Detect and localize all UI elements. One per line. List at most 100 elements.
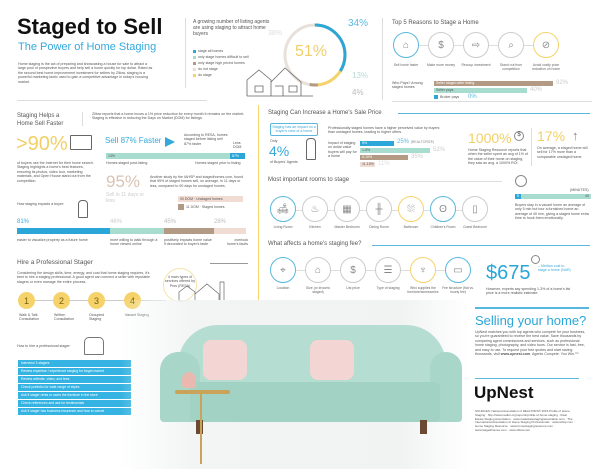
intro-text: Home staging is the act of preparing and… [18, 62, 153, 84]
column-divider [258, 105, 259, 315]
how-to-hire-label: How to hire a professional stager: [17, 344, 71, 348]
legend-swatch [193, 49, 196, 53]
flower-vase [182, 372, 196, 388]
cash-icon: ▭ [445, 257, 471, 283]
bathroom-icon: ⛆ [398, 196, 424, 222]
sell-divider [475, 307, 589, 309]
who-pays-value: 0% [468, 94, 477, 100]
tip-item: Ask if stager rents or owns the furnitur… [18, 392, 131, 399]
dom-bar-unstaged: 90 DOM · Unstaged homes [178, 196, 243, 202]
donut-label-34: 34% [348, 18, 369, 29]
tip-item: Check portfolio for wide range of styles [18, 384, 131, 391]
tip-item: Review expertise / experience staging fo… [18, 368, 131, 375]
stat-17-text: On average, a staged home will sell for … [537, 146, 588, 159]
dom-label: Unstaged homes [196, 197, 223, 201]
coins-icon: $ [514, 131, 524, 141]
tip-item: Review website, video, and fees [18, 376, 131, 383]
reason-label: Recoup investment [461, 63, 491, 67]
fee-title: What affects a home's staging fee? [268, 241, 362, 247]
stat-90: >90% [16, 133, 68, 155]
buyer-person-icon [78, 200, 88, 218]
price-bar-value: 25% (REALTORS®) [397, 139, 434, 145]
room-label: Bathroom [403, 225, 419, 229]
room-label: Kitchen [309, 225, 321, 229]
who-pays-bar-seller-after: Seller staged after listing [434, 81, 553, 86]
donut-blue [283, 23, 347, 87]
price-bar-value: 35% [411, 154, 424, 160]
minutes-label: (MINUTES) [570, 188, 589, 192]
legend-item: only stage homes difficult to sell [193, 54, 263, 60]
median-cost-label: – Median cost to stage a home (NAR) [538, 264, 571, 273]
fee-note: However, experts say spending 1-3% of a … [486, 287, 571, 296]
divider [185, 18, 186, 88]
fee-factor-label: Who supplies the furniture/accessories [407, 286, 439, 294]
coins-icon [531, 255, 540, 264]
sell-faster-bar-left: 13% [106, 153, 230, 159]
agent-person-icon [306, 138, 316, 160]
who-pays-bar-seller: Seller pays [434, 88, 527, 93]
fee-factor-label: Fee structure (flat vs. hourly fee) [442, 286, 474, 294]
step-label: Written Consultation [54, 313, 74, 322]
house-size-icon: ⌂ [305, 257, 331, 283]
donut-brown [283, 23, 347, 87]
who-pays-value: 92% [556, 80, 569, 86]
tip-item: Interview 3 stagers [18, 360, 131, 367]
bar-right-label: Homes staged prior to listing [195, 161, 241, 165]
divider [382, 18, 383, 100]
reason-label: Stand out from competition [499, 63, 523, 71]
resa-text: According to RESA, homes staged before l… [184, 133, 228, 146]
impact-bar-46 [110, 228, 164, 234]
price-bar: 11-15% [360, 162, 375, 167]
divider [210, 263, 248, 264]
living-room-icon: 🛋 [270, 196, 296, 222]
price-bar: 1-5% [360, 148, 430, 153]
reason-avoid-reduction-icon: ⊘ [533, 32, 559, 58]
sell-text: UpNest matches you with top agents who c… [475, 330, 589, 356]
fee-factor-label: Size (or #rooms staged) [306, 286, 330, 294]
stat-1000-text: Home Staging Resource reports that when … [468, 148, 528, 166]
pillow-left [203, 340, 247, 380]
impact-bar-81 [17, 228, 110, 234]
impact-value: 28% [214, 219, 227, 225]
step-number: 1 [18, 292, 35, 309]
rooms-title: Most important rooms to stage [268, 177, 350, 183]
donut-center-value: 51% [295, 43, 328, 60]
hire-text: Considering the design skills, time, ene… [17, 271, 151, 284]
upnest-link[interactable]: www.upnest.com [500, 352, 531, 357]
note: (REALTORS®) [410, 140, 435, 144]
who-pays-label: Who Pays? Among staged homes [392, 81, 423, 90]
master-bedroom-icon: ▦ [334, 196, 360, 222]
people-outline-icon [84, 337, 104, 355]
stat-95-sub: Sell in 11 days or less [106, 192, 144, 204]
page-subtitle: The Power of Home Staging [18, 41, 157, 53]
stat-1000: 1000% [468, 130, 512, 146]
value: 25% [397, 139, 410, 145]
legend-item: only stage high priced homes [193, 60, 263, 66]
donut-label-38: 38% [268, 30, 283, 37]
dom-value: 90 DOM [180, 197, 194, 201]
study-text: Another study by the IAHSP and stagedhom… [150, 175, 244, 188]
median-cost: $675 [486, 262, 531, 284]
impact-bar-45 [164, 228, 214, 234]
sell-title: Selling your home? [475, 313, 587, 328]
hire-title: Hire a Professional Stager [17, 259, 93, 266]
step-number: 3 [88, 292, 105, 309]
sell-87-label: Sell 87% Faster [105, 136, 162, 145]
legend-item: do stage [193, 72, 263, 78]
stat-4-label: of Buyers' Agents [270, 160, 298, 164]
houses-outline-icon [178, 281, 225, 302]
price-bar-value: 11% [378, 161, 390, 167]
legend-item: do not stage [193, 66, 263, 72]
less-dom-label: Less DOM [233, 141, 242, 150]
agents-donut [283, 23, 347, 87]
minutes-text: Buyers stay in a vacant home an average … [515, 203, 589, 221]
room-label: Living Room [273, 225, 293, 229]
divider [360, 181, 502, 182]
sell-faster-bar-right: 87% [230, 153, 245, 159]
impact-value: 45% [164, 219, 177, 225]
bar-left-label: Homes staged post-listing [106, 161, 148, 165]
impact-text: positively impacts home value if decorat… [164, 238, 212, 247]
house-outline-icon [246, 67, 313, 97]
divider [531, 128, 532, 166]
fee-factor-label: List price [346, 286, 360, 290]
